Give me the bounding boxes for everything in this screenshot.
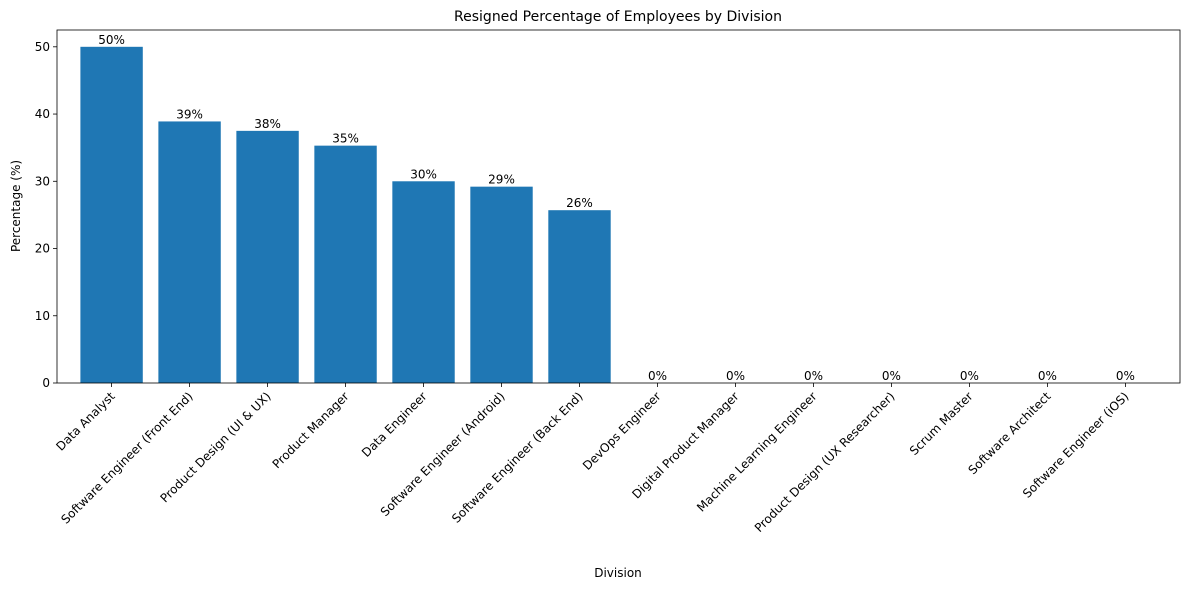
bar-value-label: 50% bbox=[98, 33, 125, 47]
bar bbox=[548, 210, 611, 383]
bar-value-label: 35% bbox=[332, 132, 359, 146]
bar-value-label: 0% bbox=[882, 369, 901, 383]
y-tick-label: 30 bbox=[35, 174, 50, 188]
x-axis-label: Division bbox=[594, 566, 642, 580]
bars-group bbox=[80, 46, 611, 384]
bar-value-label: 0% bbox=[648, 369, 667, 383]
y-axis-label: Percentage (%) bbox=[9, 160, 23, 252]
x-tick-label: Product Design (UX Researcher) bbox=[752, 389, 898, 535]
bar-value-label: 26% bbox=[566, 196, 593, 210]
bar bbox=[314, 145, 377, 383]
y-tick-label: 20 bbox=[35, 242, 50, 256]
bar bbox=[470, 186, 533, 383]
x-tick-label: Software Engineer (Back End) bbox=[449, 389, 586, 526]
x-tick-label: Software Architect bbox=[965, 389, 1053, 477]
bar bbox=[392, 181, 455, 383]
y-tick-label: 0 bbox=[42, 376, 50, 390]
bar bbox=[80, 46, 143, 384]
bar bbox=[158, 121, 221, 383]
x-tick-label: Data Engineer bbox=[359, 389, 430, 460]
bar-value-label: 0% bbox=[960, 369, 979, 383]
x-tick-label: DevOps Engineer bbox=[580, 389, 664, 473]
x-tick-label: Product Manager bbox=[270, 389, 352, 471]
x-tick-label: Data Analyst bbox=[53, 389, 118, 454]
bar-value-label: 0% bbox=[726, 369, 745, 383]
bar-value-label: 29% bbox=[488, 173, 515, 187]
y-tick-label: 10 bbox=[35, 309, 50, 323]
plot-frame bbox=[56, 29, 1181, 384]
x-tick-label: Scrum Master bbox=[907, 389, 976, 458]
y-tick-label: 40 bbox=[35, 107, 50, 121]
x-tick-label: Software Engineer (Android) bbox=[378, 389, 508, 519]
bar-value-label: 38% bbox=[254, 117, 281, 131]
bar-value-label: 0% bbox=[1038, 369, 1057, 383]
bar-value-label: 39% bbox=[176, 107, 203, 121]
y-axis: 0 10 20 30 40 50 bbox=[35, 40, 57, 390]
bar-value-label: 0% bbox=[1116, 369, 1135, 383]
chart-title: Resigned Percentage of Employees by Divi… bbox=[454, 9, 782, 25]
data-labels-group: 50% 39% 38% 35% 30% 29% 26% 0% 0% 0% 0% 0% 0% 0% bbox=[98, 33, 1135, 383]
x-tick-label: Software Engineer (Front End) bbox=[58, 389, 195, 526]
bar-value-label: 30% bbox=[410, 167, 437, 181]
bar bbox=[236, 130, 299, 383]
y-tick-label: 50 bbox=[35, 40, 50, 54]
bar-value-label: 0% bbox=[804, 369, 823, 383]
